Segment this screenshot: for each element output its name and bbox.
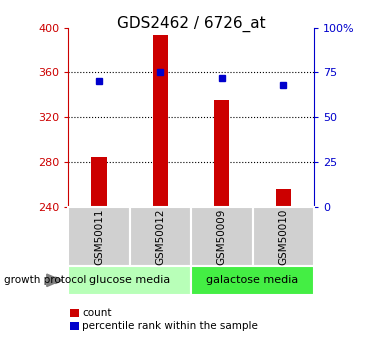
Text: count: count (82, 308, 112, 318)
Text: GSM50009: GSM50009 (217, 208, 227, 265)
Bar (276, 189, 291, 207)
Bar (214, 100, 229, 207)
Text: GSM50011: GSM50011 (94, 208, 104, 265)
Bar (91, 157, 106, 207)
Bar (153, 36, 168, 207)
Text: GSM50010: GSM50010 (278, 208, 288, 265)
Text: galactose media: galactose media (206, 275, 299, 285)
Text: percentile rank within the sample: percentile rank within the sample (82, 321, 258, 331)
Text: GDS2462 / 6726_at: GDS2462 / 6726_at (117, 16, 266, 32)
Text: GSM50012: GSM50012 (155, 208, 165, 265)
Text: growth protocol: growth protocol (4, 275, 86, 285)
Text: glucose media: glucose media (89, 275, 170, 285)
